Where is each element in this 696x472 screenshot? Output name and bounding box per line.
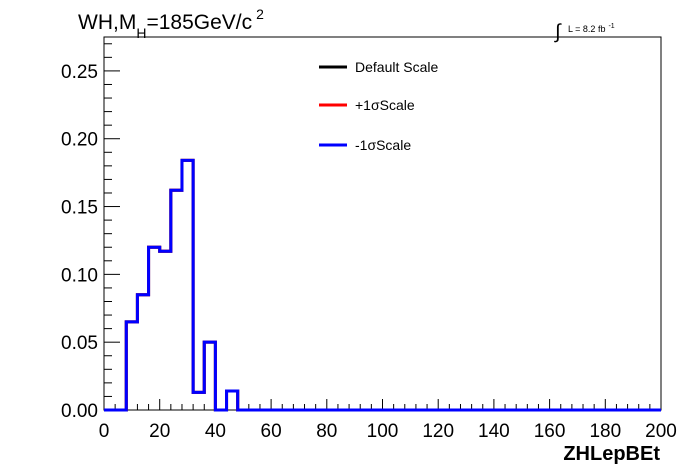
x-axis-label: ZHLepBEt	[563, 443, 660, 465]
x-tick-label: 120	[422, 421, 454, 442]
legend-label-default: Default Scale	[355, 59, 438, 75]
x-tick-label: 0	[99, 421, 110, 442]
y-axis-ticks: 0.00 0.05 0.10 0.15 0.20 0.25	[61, 43, 120, 422]
y-tick-label: 0.00	[61, 401, 98, 422]
title-value: =185GeV/c	[146, 11, 252, 34]
x-axis-ticks: 0 20 40 60 80 100 120 140 160 180 200	[99, 399, 677, 442]
title-subscript: H	[136, 25, 146, 41]
x-tick-label: 160	[534, 421, 566, 442]
series-plus-sigma	[104, 158, 661, 412]
legend: Default Scale +1σScale -1σScale	[319, 59, 438, 153]
x-tick-label: 60	[261, 421, 282, 442]
title-superscript: 2	[256, 6, 264, 22]
integral-icon: ∫	[554, 21, 562, 43]
x-tick-label: 100	[367, 421, 399, 442]
y-tick-label: 0.25	[61, 62, 98, 83]
x-tick-label: 20	[149, 421, 170, 442]
luminosity-superscript: -1	[608, 23, 614, 30]
x-tick-label: 180	[589, 421, 621, 442]
x-tick-label: 140	[478, 421, 510, 442]
legend-label-plus: +1σScale	[355, 97, 415, 113]
y-tick-label: 0.20	[61, 130, 98, 151]
title-prefix: WH,M	[78, 11, 136, 34]
x-tick-label: 200	[645, 421, 677, 442]
legend-label-minus: -1σScale	[355, 137, 411, 153]
y-tick-label: 0.15	[61, 198, 98, 219]
luminosity-text: L = 8.2 fb	[568, 24, 605, 34]
series-default-scale	[104, 158, 661, 412]
plot-title: WH,MH=185GeV/c 2	[78, 6, 264, 41]
luminosity-label: L = 8.2 fb -1	[568, 23, 615, 34]
histogram-series	[104, 158, 661, 412]
x-tick-label: 80	[316, 421, 337, 442]
y-tick-label: 0.10	[61, 265, 98, 286]
plot-frame	[103, 36, 662, 411]
y-tick-label: 0.05	[61, 333, 98, 354]
x-tick-label: 40	[205, 421, 226, 442]
series-minus-sigma	[104, 158, 661, 412]
